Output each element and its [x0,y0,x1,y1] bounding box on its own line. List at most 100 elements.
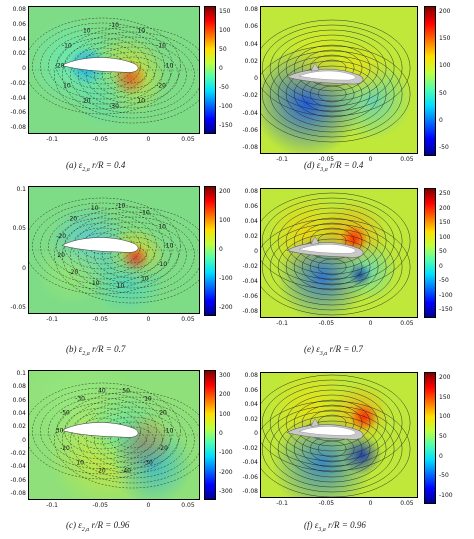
colorbar-tick-label: 50 [439,89,447,97]
colorbar-tick-label: 0 [439,262,443,270]
y-tick-label: 0.08 [244,372,258,379]
colorbar-tick-label: -100 [219,275,233,282]
caption-symbol: ε [316,344,320,354]
y-tick-label: 0.02 [12,423,26,431]
x-tick-label: -0.1 [46,316,58,323]
x-tick-label: -0.05 [92,502,108,509]
contour-label: -30 [143,459,153,466]
blade-section [61,57,139,73]
x-tick-label: 0.05 [400,500,414,507]
colorbar-tick-label: 150 [439,393,451,401]
blade-section [298,70,356,81]
y-tick-label: 0 [22,65,26,72]
plot-area: -10 -10 10 10 -10 -20 20 -20 20 10 -10 -10 10 [28,186,200,314]
y-tick-label: 0.08 [12,6,26,13]
y-tick-label: -0.04 [242,278,258,285]
y-tick-label: 0.06 [244,23,258,31]
colorbar-tick-label: 50 [439,248,447,255]
colorbar-tick-label: 200 [219,188,231,195]
y-tick-label: -0.02 [242,92,258,100]
contour-label: 10 [76,459,84,466]
y-tick-label: 0 [254,430,258,437]
colorbar-tick-label: 300 [219,372,231,379]
caption-prefix: (c) [66,520,79,530]
x-tick-label: 0 [146,136,151,143]
caption-prefix: (b) [66,344,79,354]
caption-subscript: 3,a [318,526,326,533]
contour-label: -10 [163,62,173,69]
y-tick-label: 0 [22,264,26,272]
caption-prefix: (d) [304,160,317,170]
contour-label: 10 [144,395,152,402]
caption-subscript: 3,a [319,350,328,357]
y-tick-label: 0.05 [12,225,26,233]
colorbar-tick-label: 200 [439,8,451,15]
y-tick-label: -0.08 [10,124,26,131]
colorbar-tick-label: -200 [219,468,233,476]
contour-label: 50 [122,388,130,395]
plot-area [260,6,418,154]
colorbar-tick-label: 100 [439,233,451,241]
y-tick-label: -0.08 [242,144,258,151]
y-tick-label: 0.02 [244,415,258,423]
y-tick-label: -0.06 [242,293,258,300]
caption-suffix: r/R = 0.7 [89,344,126,354]
colorbar-tick-label: -100 [439,492,453,499]
contour-label: -10 [140,209,150,216]
panel-caption: (f) ε3,a r/R = 0.96 [304,520,366,533]
contour-label: -10 [157,261,167,268]
contour-label: -30 [109,103,119,110]
y-tick-label: -0.08 [242,308,258,315]
caption-prefix: (f) [304,520,315,530]
colorbar-tick-label: 200 [439,374,451,381]
y-tick-label: 0.06 [244,203,258,210]
caption-symbol: ε [314,520,319,530]
contour-field: -10 -10 10 10 -10 -20 20 -20 20 10 -10 -10 10 [29,187,199,313]
x-tick-label: 0.05 [181,316,195,323]
contour-label: 10 [141,276,149,283]
x-tick-label: 0 [368,156,373,163]
contour-label: -20 [156,83,166,90]
x-tick-label: -0.05 [318,500,335,507]
colorbar-tick-label: -100 [219,449,233,457]
contour-label: 40 [98,388,106,395]
x-tick-label: -0.1 [276,500,288,507]
y-tick-label: -0.08 [10,490,26,497]
y-tick-label: 0.04 [12,410,26,417]
y-tick-label: 0.04 [244,40,258,48]
blade-tip-marker [310,62,320,72]
y-tick-label: -0.02 [242,263,258,270]
colorbar-tick-label: 250 [439,190,451,197]
caption-subscript: 3,a [320,166,328,173]
contour-field: -10 -20 10 -30 20 10 -20 -10 10 -10 10 -10 [29,7,199,133]
y-tick-label: 0.02 [244,233,258,240]
blade-section [298,244,356,254]
field-region [89,242,166,313]
colorbar-gradient [205,7,215,133]
caption-subscript: 2,a [81,526,90,533]
x-tick-label: -0.1 [46,502,58,509]
x-tick-label: -0.1 [46,136,58,143]
y-tick-label: -0.04 [242,109,258,117]
contour-label: -50 [60,410,70,417]
contour-label: -10 [109,22,119,29]
contour-label: 10 [117,283,125,290]
panel-caption: (e) ε3,a r/R = 0.7 [304,344,363,357]
colorbar-tick-label: 100 [439,413,451,421]
colorbar-tick-label: 0 [219,65,223,72]
y-tick-label: 0.08 [244,6,258,13]
y-tick-label: 0.1 [16,370,26,377]
contour-label: 10 [137,28,145,35]
contour-label: -20 [158,445,168,452]
colorbar-tick-label: -50 [439,472,449,480]
y-tick-label: -0.06 [242,126,258,134]
colorbar-tick-label: -100 [219,103,233,110]
contour-label: 20 [69,216,77,223]
caption-subscript: 2,a [82,166,90,173]
contour-field [261,7,417,153]
x-tick-label: 0.05 [400,156,414,163]
colorbar [424,372,436,504]
colorbar [204,6,216,134]
contour-label: 10 [91,205,99,212]
x-tick-label: -0.05 [92,136,108,143]
